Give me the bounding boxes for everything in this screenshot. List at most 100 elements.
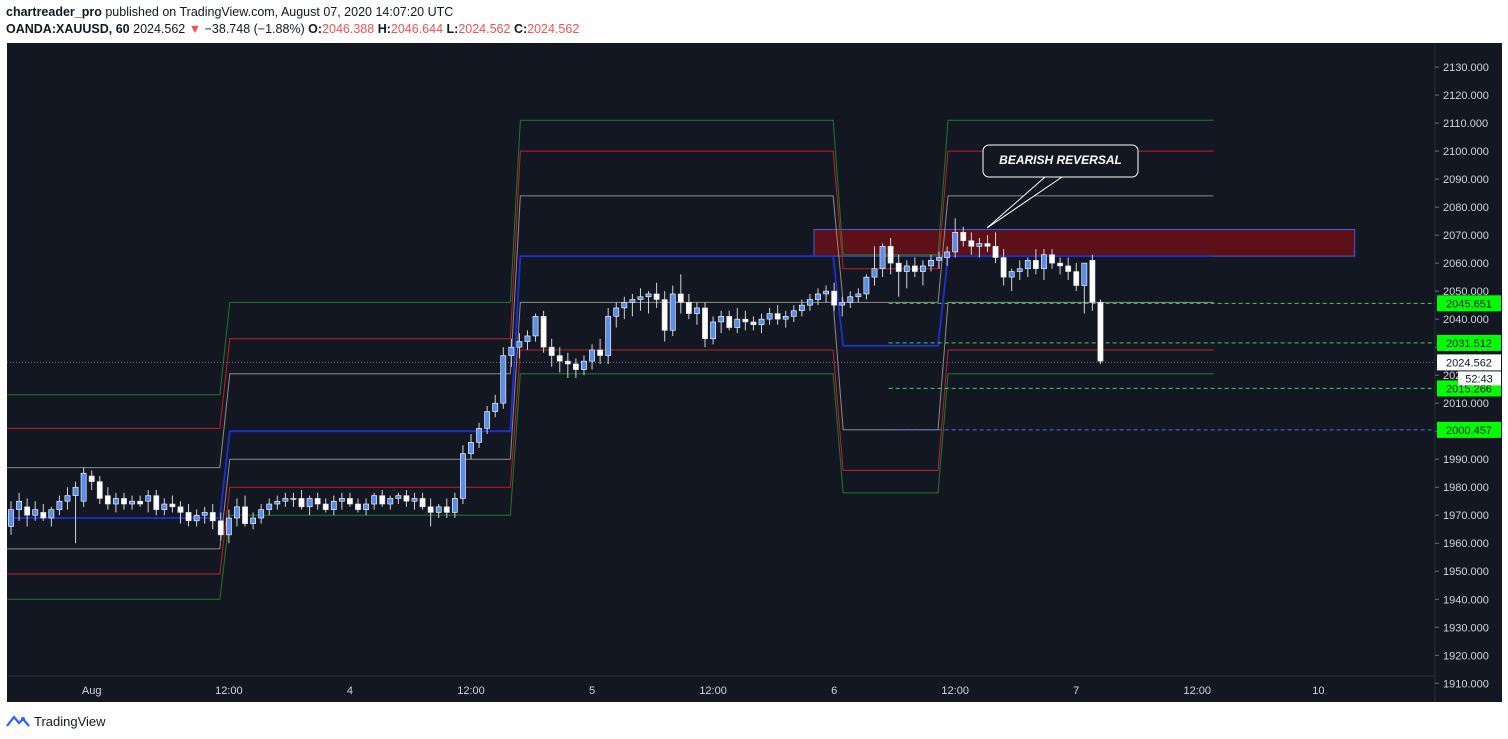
- price-label-text: 2000.457: [1446, 425, 1492, 437]
- candle-body: [524, 335, 531, 342]
- y-tick-label: 1940.000: [1443, 594, 1489, 606]
- candle-body: [411, 498, 418, 502]
- candle-body: [217, 520, 224, 536]
- x-tick-label: 5: [589, 685, 595, 697]
- candle-body: [718, 316, 725, 323]
- x-tick-label: 12:00: [215, 685, 243, 697]
- candle-body: [645, 293, 652, 298]
- tradingview-brand: TradingView: [34, 713, 106, 729]
- candle-body: [451, 498, 458, 513]
- candle-body: [435, 506, 442, 513]
- y-tick-label: 1920.000: [1443, 650, 1489, 662]
- candle-body: [685, 302, 692, 314]
- down-arrow-icon: ▼: [188, 22, 202, 36]
- candle-body: [831, 290, 838, 306]
- candle-body: [476, 428, 482, 443]
- x-tick-label: 10: [1312, 685, 1324, 697]
- pivot-line-r2: [7, 150, 1214, 429]
- candle-body: [24, 506, 31, 516]
- candle-body: [403, 495, 410, 502]
- y-tick-label: 2110.000: [1443, 118, 1488, 130]
- candle-body: [564, 360, 571, 365]
- time-axis[interactable]: [7, 676, 1435, 702]
- x-tick-label: 12:00: [457, 685, 485, 697]
- candle-body: [879, 246, 886, 270]
- tradingview-footer[interactable]: TradingView: [6, 711, 106, 731]
- candle-body: [322, 503, 329, 510]
- candle-body: [193, 514, 200, 522]
- candle-body: [129, 500, 135, 505]
- candle-body: [807, 299, 813, 306]
- candle-body: [976, 243, 983, 247]
- candle-body: [516, 341, 523, 348]
- candle-body: [920, 265, 926, 272]
- x-tick-label: 12:00: [699, 685, 727, 697]
- candle-body: [540, 316, 547, 348]
- candle-body: [677, 293, 684, 303]
- pivot-line-s1: [7, 301, 1214, 550]
- candle-body: [774, 313, 781, 320]
- candle-body: [1073, 271, 1080, 286]
- candle-body: [1081, 262, 1088, 286]
- plot-content: BEARISH REVERSAL: [7, 119, 1435, 600]
- pivot-line-r1: [7, 195, 1214, 469]
- candle-body: [201, 512, 208, 516]
- candle-body: [1032, 260, 1039, 270]
- candle-body: [88, 475, 95, 482]
- y-tick-label: 2090.000: [1443, 174, 1489, 186]
- candle-body: [500, 355, 507, 404]
- candle-body: [460, 453, 466, 499]
- candle-body: [355, 503, 361, 510]
- candle-body: [363, 503, 369, 510]
- candle-body: [936, 257, 942, 261]
- candle-body: [847, 296, 854, 303]
- candle-body: [895, 262, 902, 272]
- candle-body: [177, 506, 184, 513]
- x-tick-label: 6: [831, 685, 837, 697]
- price-label-text: 2045.651: [1446, 298, 1492, 310]
- candle-body: [548, 346, 555, 356]
- candle-body: [903, 265, 910, 272]
- candle-body: [597, 349, 604, 356]
- candle-body: [613, 307, 620, 317]
- candle-body: [468, 442, 474, 454]
- candle-body: [911, 265, 918, 272]
- candle-body: [121, 498, 127, 505]
- x-tick-label: 12:00: [941, 685, 969, 697]
- candle-body: [145, 495, 152, 502]
- y-tick-label: 2050.000: [1443, 286, 1489, 298]
- candle-body: [726, 316, 733, 328]
- candle-body: [1008, 271, 1015, 278]
- last-price: 2024.562: [133, 22, 186, 36]
- author-name[interactable]: chartreader_pro: [6, 5, 102, 19]
- annotation-box: [982, 144, 1139, 178]
- open-label: O:: [308, 22, 323, 36]
- price-label-box: [1437, 334, 1501, 351]
- candle-body: [8, 509, 14, 527]
- candle-body: [661, 299, 668, 331]
- annotation-pointer: [986, 176, 1063, 229]
- pivot-line-p: [7, 255, 1214, 519]
- candle-body: [928, 260, 934, 267]
- x-tick-label: 7: [1073, 685, 1079, 697]
- candle-body: [1065, 265, 1072, 272]
- y-tick-label: 2100.000: [1443, 146, 1489, 158]
- candle-body: [298, 498, 305, 508]
- candle-body: [492, 402, 499, 412]
- plot-area[interactable]: [7, 43, 1435, 676]
- publish-info: chartreader_pro published on TradingView…: [6, 5, 453, 19]
- close-value: 2024.562: [527, 22, 580, 36]
- candle-body: [266, 503, 273, 510]
- candle-body: [427, 506, 434, 513]
- candle-body: [48, 509, 55, 519]
- candle-body: [16, 500, 22, 510]
- candle-body: [944, 251, 951, 258]
- candle-body: [581, 360, 587, 370]
- candle-body: [153, 495, 160, 510]
- x-tick-label: 4: [347, 685, 353, 697]
- candle-body: [653, 293, 660, 300]
- y-tick-label: 2130.000: [1443, 62, 1489, 74]
- high-label: H:: [377, 22, 391, 36]
- price-label-text: 2031.512: [1446, 338, 1492, 350]
